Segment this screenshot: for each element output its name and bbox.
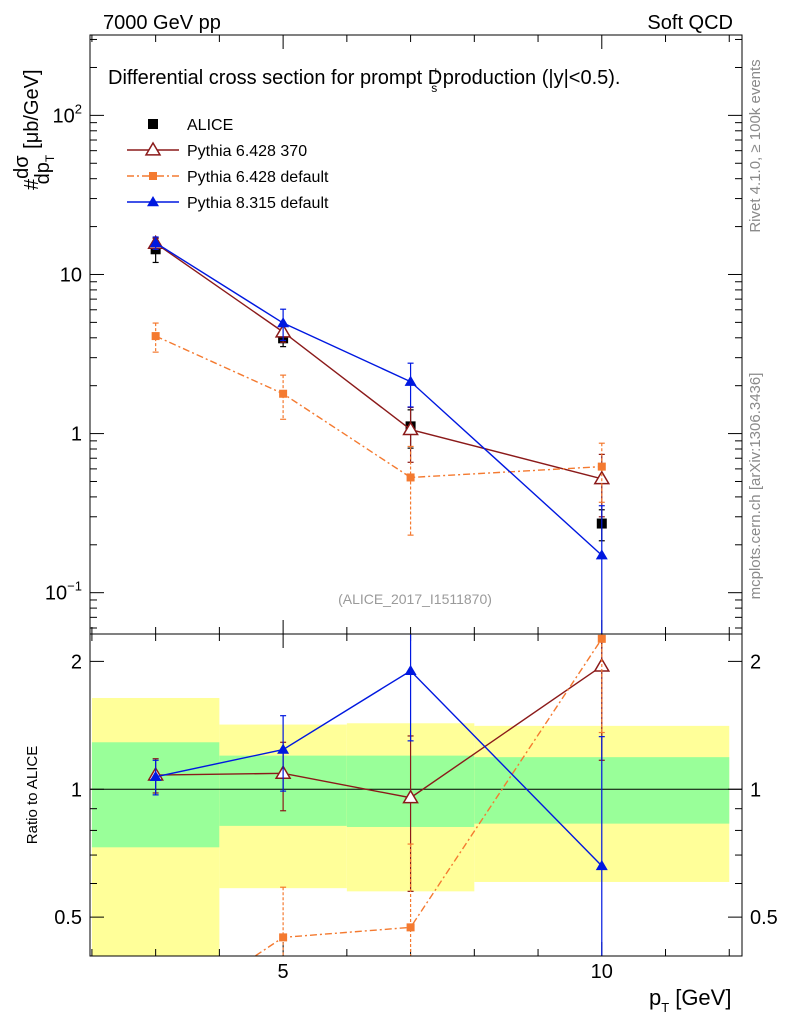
ratio-y-tick-label-right: 1 <box>750 779 761 801</box>
ratio-y-tick-label-left: 1 <box>71 779 82 801</box>
ratio-y-tick-label-left: 0.5 <box>54 907 82 929</box>
x-tick-label: 5 <box>278 961 289 983</box>
data-point <box>277 743 290 754</box>
data-point <box>144 141 162 156</box>
data-point <box>279 933 288 942</box>
x-tick-label: 10 <box>591 961 613 983</box>
data-point <box>404 664 417 676</box>
main-y-ticks <box>90 38 742 629</box>
legend-label: Pythia 6.428 370 <box>187 143 307 160</box>
legend: ALICE Pythia 6.428 370 Pythia 6.428 defaul… <box>127 117 329 212</box>
data-point <box>406 473 415 482</box>
legend-entry-pythia-6-428-370: Pythia 6.428 370 <box>127 141 307 160</box>
process-label: Soft QCD <box>647 12 733 34</box>
ratio-y-axis-label: Ratio to ALICE <box>24 746 41 844</box>
main-y-axis-label: #dσdpT[μb/GeV] <box>11 69 57 190</box>
main-series <box>147 234 611 634</box>
ratio-y-tick-label-right: 2 <box>750 651 761 673</box>
legend-entry-pythia-6-428-default: Pythia 6.428 default <box>127 169 329 186</box>
ratio-panel: 0.5 0.5 1 1 2 2 5 10 Ratio to ALICE pT [GeV] <box>24 633 778 1015</box>
source-label: mcplots.cern.ch [arXiv:1306.3436] <box>747 373 764 600</box>
legend-label: Pythia 8.315 default <box>187 195 329 212</box>
ratio-y-tick-label-left: 2 <box>71 651 82 673</box>
legend-label: Pythia 6.428 default <box>187 169 329 186</box>
series-line <box>155 335 602 479</box>
ratio-y-tick-label-right: 0.5 <box>750 907 778 929</box>
main-y-tick-label: 1 <box>71 424 82 446</box>
data-point <box>597 462 606 471</box>
data-point <box>402 421 419 436</box>
watermark-label: (ALICE_2017_I1511870) <box>338 591 492 607</box>
main-y-tick-labels: 10−1 1 10 102 <box>45 101 82 604</box>
series-pythia-6-428-default <box>253 634 606 956</box>
data-point <box>151 332 160 341</box>
data-point <box>149 770 162 781</box>
data-point <box>595 859 608 871</box>
chart-title: Differential cross section for prompt D+… <box>108 64 620 95</box>
data-point <box>149 172 157 180</box>
data-point <box>149 236 162 248</box>
series-line <box>155 665 603 799</box>
series-alice <box>150 237 607 542</box>
data-point <box>595 549 608 560</box>
main-y-tick-label: 102 <box>53 101 82 127</box>
data-point <box>279 389 288 398</box>
series-pythia-8-315-default <box>149 236 608 634</box>
main-y-tick-label: 10−1 <box>45 579 82 605</box>
series-pythia-8-315-default <box>149 634 608 956</box>
data-point <box>148 119 158 129</box>
legend-label: ALICE <box>187 117 233 134</box>
ratio-tick-labels: 0.5 0.5 1 1 2 2 5 10 <box>54 651 778 983</box>
series-line <box>155 669 603 867</box>
ratio-series <box>147 634 611 956</box>
data-point <box>404 375 417 386</box>
ratio-panel-frame <box>89 633 743 957</box>
series-pythia-6-428-default <box>151 322 606 536</box>
data-point <box>147 196 159 207</box>
x-axis-label: pT [GeV] <box>649 985 731 1015</box>
legend-entry-alice: ALICE <box>148 117 233 134</box>
main-panel: Differential cross section for prompt D+… <box>11 34 743 635</box>
legend-entry-pythia-8-315-default: Pythia 8.315 default <box>127 195 329 212</box>
rivet-label: Rivet 4.1.0, ≥ 100k events <box>747 59 764 232</box>
data-point <box>597 634 606 643</box>
series-line <box>253 638 603 956</box>
data-point <box>402 789 419 804</box>
data-point <box>277 317 290 328</box>
series-line <box>155 242 602 480</box>
energy-label: 7000 GeV pp <box>103 12 221 34</box>
main-y-tick-label: 10 <box>60 264 82 286</box>
series-pythia-6-428-370 <box>147 234 611 518</box>
series-line <box>155 242 603 556</box>
data-point <box>406 923 415 932</box>
